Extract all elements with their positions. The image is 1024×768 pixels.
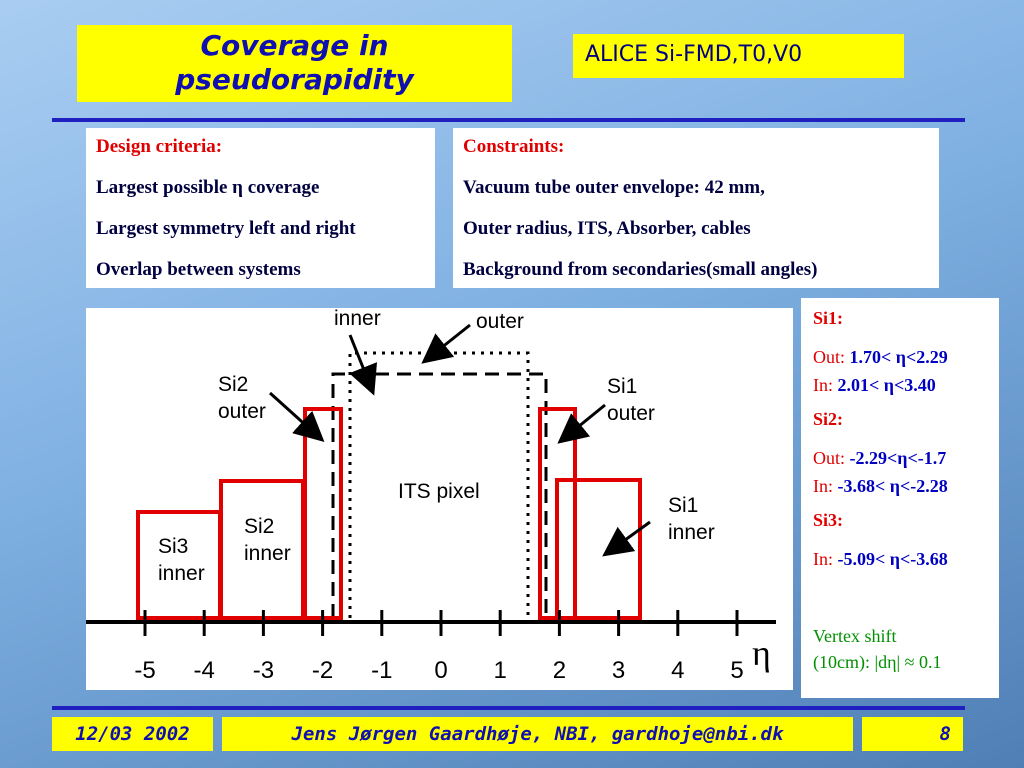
design-panel: Design criteria: Largest possible η cove… bbox=[86, 128, 435, 288]
arrow bbox=[268, 391, 325, 443]
note-value: -2.29<η<-1.7 bbox=[849, 448, 947, 468]
item: Overlap between systems bbox=[96, 259, 301, 280]
rule bbox=[52, 118, 965, 122]
tick-label: -5 bbox=[134, 657, 155, 684]
rule bbox=[52, 706, 965, 710]
diagram-label: inner bbox=[334, 308, 381, 330]
arrows bbox=[268, 323, 651, 557]
its-inner bbox=[331, 372, 548, 618]
tick-label: 0 bbox=[434, 657, 447, 684]
note-label: In: bbox=[813, 375, 833, 395]
note-label: In: bbox=[813, 476, 833, 496]
tick-label: 3 bbox=[612, 657, 625, 684]
note-value: -5.09< η<-3.68 bbox=[837, 549, 948, 569]
footer-author: Jens Jørgen Gaardhøje, NBI, gardhoje@nbi… bbox=[222, 717, 853, 751]
notes-panel: Si1: Out: 1.70< η<2.29 In: 2.01< η<3.40 Si2… bbox=[801, 298, 999, 698]
title: Coverage in pseudorapidity bbox=[77, 25, 512, 102]
item: Vacuum tube outer envelope: 42 mm, bbox=[463, 177, 765, 198]
eta-symbol: η bbox=[752, 633, 771, 673]
note-row: Out: 1.70< η<2.29 bbox=[813, 343, 987, 371]
arrow bbox=[557, 403, 606, 444]
vertex-shift: Vertex shift (10cm): |dη| ≈ 0.1 bbox=[813, 626, 942, 672]
diagram-label: Si3 inner bbox=[158, 535, 205, 585]
arrow bbox=[348, 334, 378, 396]
note-value: -3.68< η<-2.28 bbox=[837, 476, 948, 496]
tick-label: 5 bbox=[730, 657, 743, 684]
tick-label: 2 bbox=[553, 657, 566, 684]
item: Largest possible η coverage bbox=[96, 177, 320, 198]
tick-label: -1 bbox=[371, 657, 392, 684]
footer-date: 12/03 2002 bbox=[52, 717, 213, 751]
item: Outer radius, ITS, Absorber, cables bbox=[463, 218, 751, 239]
diagram-label: Si2 inner bbox=[244, 515, 291, 565]
item: Largest symmetry left and right bbox=[96, 218, 356, 239]
item: Background from secondaries(small angles… bbox=[463, 259, 818, 280]
constraints-panel: Constraints: Vacuum tube outer envelope:… bbox=[453, 128, 939, 288]
note-heading: Si1: bbox=[813, 308, 844, 328]
note-row: In: 2.01< η<3.40 bbox=[813, 371, 987, 399]
diagram-label: Si1 outer bbox=[607, 375, 655, 425]
diagram-label: Si1 inner bbox=[668, 494, 715, 544]
note-label: In: bbox=[813, 549, 833, 569]
note-value: 1.70< η<2.29 bbox=[849, 347, 948, 367]
arrow bbox=[602, 520, 651, 557]
tick-label: 1 bbox=[494, 657, 507, 684]
note-value: 2.01< η<3.40 bbox=[837, 375, 936, 395]
tick-label: 4 bbox=[671, 657, 684, 684]
diagram: inner outer Si2 outer Si1 outer ITS pixel Si2 in… bbox=[86, 308, 793, 690]
note-label: Out: bbox=[813, 448, 846, 468]
detectors bbox=[136, 407, 642, 620]
note-group: Si2: Out: -2.29<η<-1.7 In: -3.68< η<-2.28 bbox=[813, 409, 987, 500]
note-row: Out: -2.29<η<-1.7 bbox=[813, 444, 987, 472]
heading: Design criteria: bbox=[96, 136, 223, 157]
note-label: Out: bbox=[813, 347, 846, 367]
tick-label: -4 bbox=[194, 657, 215, 684]
diagram-label: Si2 outer bbox=[218, 373, 266, 423]
note-row: In: -3.68< η<-2.28 bbox=[813, 472, 987, 500]
tag: ALICE Si-FMD,T0,V0 bbox=[573, 34, 904, 78]
note-row: In: -5.09< η<-3.68 bbox=[813, 545, 987, 573]
diagram-label: outer bbox=[476, 310, 524, 333]
footer-page: 8 bbox=[862, 717, 963, 751]
si1-inner bbox=[555, 478, 642, 620]
tick-label: -2 bbox=[312, 657, 333, 684]
note-group: Si3: In: -5.09< η<-3.68 bbox=[813, 510, 987, 573]
tick-label: -3 bbox=[253, 657, 274, 684]
heading: Constraints: bbox=[463, 136, 565, 157]
note-heading: Si3: bbox=[813, 510, 844, 530]
note-group: Si1: Out: 1.70< η<2.29 In: 2.01< η<3.40 bbox=[813, 308, 987, 399]
note-heading: Si2: bbox=[813, 409, 844, 429]
diagram-label: ITS pixel bbox=[398, 480, 480, 503]
arrow bbox=[421, 323, 471, 364]
